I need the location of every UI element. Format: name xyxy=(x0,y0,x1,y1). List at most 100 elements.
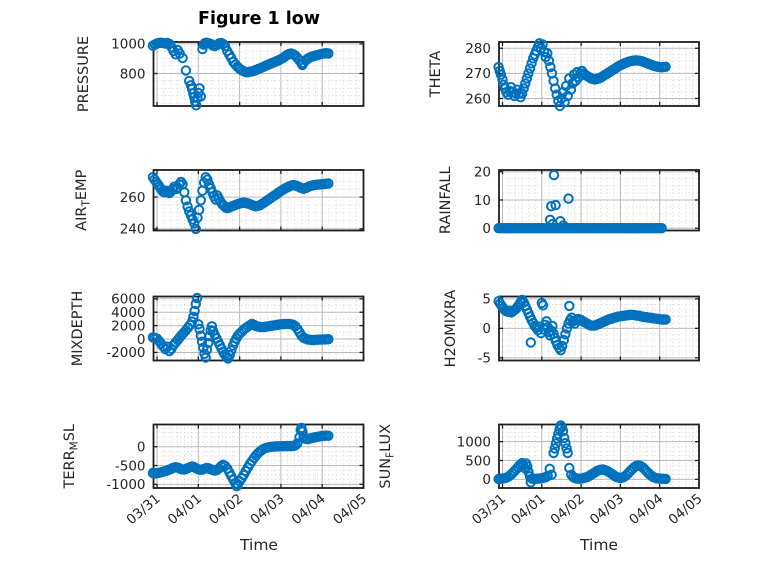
marker xyxy=(190,298,202,310)
subplot-h2omixra: -5 0 5 H2OMIXRA xyxy=(443,290,700,368)
ylabel-theta: THETA xyxy=(428,51,444,99)
marker xyxy=(522,461,533,472)
y-tick-label: 20 xyxy=(474,164,491,180)
marker xyxy=(219,40,231,52)
marker xyxy=(550,199,561,211)
marker xyxy=(177,52,188,64)
data-markers-sun-flux xyxy=(493,420,671,488)
axes-box xyxy=(152,169,365,232)
ylabel-sun-flux: SUNFLUX xyxy=(378,424,397,489)
tick-marks xyxy=(499,296,700,361)
marker xyxy=(194,323,205,335)
x-tick-label: 04/05 xyxy=(330,491,370,528)
subplot-terr-msl: -1000 -500 0 03/31 04/01 04/02 04/03 04/04 04/05… xyxy=(62,422,370,528)
marker xyxy=(656,223,667,234)
x-tick-label: 04/04 xyxy=(626,491,666,528)
y-tick-label: 2000 xyxy=(111,318,145,334)
y-tick-label: 500 xyxy=(465,453,491,469)
marker xyxy=(182,201,193,212)
marker xyxy=(550,83,561,94)
marker xyxy=(545,61,556,73)
marker xyxy=(196,336,208,347)
marker xyxy=(564,462,575,474)
marker xyxy=(526,58,537,69)
x-tick-label: 04/01 xyxy=(508,491,548,528)
marker xyxy=(505,82,517,93)
marker xyxy=(558,220,569,231)
marker xyxy=(560,329,571,340)
marker xyxy=(206,321,218,332)
marker xyxy=(202,174,213,185)
marker xyxy=(544,463,555,474)
y-tick-label: -2000 xyxy=(106,345,145,361)
marker xyxy=(559,432,570,444)
y-tick-label: 6000 xyxy=(111,292,145,308)
y-tick-label: 5 xyxy=(482,292,491,308)
subplot-pressure: 800 1000 PRESSURE xyxy=(76,36,365,112)
axes-box xyxy=(152,295,365,362)
y-tick-label: 0 xyxy=(137,439,146,455)
marker xyxy=(518,83,529,94)
y-tick-label: 1000 xyxy=(457,434,491,450)
marker xyxy=(193,204,205,216)
xlabel-time-right: Time xyxy=(580,536,618,554)
ylabel-terr-msl: TERRMSL xyxy=(62,424,81,490)
axes-box xyxy=(498,423,700,489)
marker xyxy=(660,473,671,485)
data-markers-air-temp xyxy=(147,172,334,235)
marker xyxy=(159,187,170,198)
y-tick-label: -500 xyxy=(115,458,146,474)
data-markers-mixdepth xyxy=(147,292,334,364)
marker xyxy=(564,300,575,312)
marker xyxy=(190,223,202,235)
axes-box xyxy=(152,423,365,489)
x-tick-label: 04/03 xyxy=(587,491,627,528)
ylabel-rainfall: RAINFALL xyxy=(438,166,454,234)
ylabel-pressure: PRESSURE xyxy=(76,36,92,112)
marker xyxy=(561,443,572,454)
y-tick-label: 800 xyxy=(120,66,146,82)
marker xyxy=(562,447,573,459)
marker xyxy=(550,438,562,449)
y-tick-label: -5 xyxy=(478,351,491,367)
marker xyxy=(323,178,334,189)
marker xyxy=(521,73,533,84)
marker xyxy=(557,340,568,352)
marker xyxy=(548,169,560,181)
marker xyxy=(180,195,192,206)
marker xyxy=(292,438,303,449)
x-tick-label: 03/31 xyxy=(123,491,163,528)
y-tick-label: 1000 xyxy=(111,37,145,53)
tick-marks xyxy=(153,170,365,231)
marker xyxy=(323,430,334,441)
x-tick-label: 04/03 xyxy=(247,491,287,528)
marker xyxy=(520,78,531,89)
marker xyxy=(290,440,301,451)
marker xyxy=(201,344,213,355)
data-markers-pressure xyxy=(147,37,334,111)
marker xyxy=(193,319,204,330)
y-tick-label: 0 xyxy=(482,321,491,337)
y-tick-label: 0 xyxy=(137,332,146,348)
ylabel-mixdepth: MIXDEPTH xyxy=(70,291,86,367)
data-markers-rainfall xyxy=(493,169,667,234)
marker xyxy=(551,433,563,444)
marker xyxy=(191,292,203,304)
y-tick-label: 240 xyxy=(120,222,146,238)
marker xyxy=(548,447,559,459)
ylabel-h2omixra: H2OMIXRA xyxy=(443,290,459,368)
x-tick-label: 04/02 xyxy=(206,491,246,528)
marker xyxy=(323,334,334,345)
figure-title: Figure 1 low xyxy=(198,9,320,29)
marker xyxy=(537,300,549,311)
marker xyxy=(546,201,557,212)
x-tick-label: 04/02 xyxy=(548,491,588,528)
y-tick-label: 10 xyxy=(474,193,491,209)
xlabel-time-left: Time xyxy=(240,536,278,554)
marker xyxy=(323,48,334,59)
y-tick-label: 260 xyxy=(465,91,491,107)
tick-marks xyxy=(499,424,700,488)
